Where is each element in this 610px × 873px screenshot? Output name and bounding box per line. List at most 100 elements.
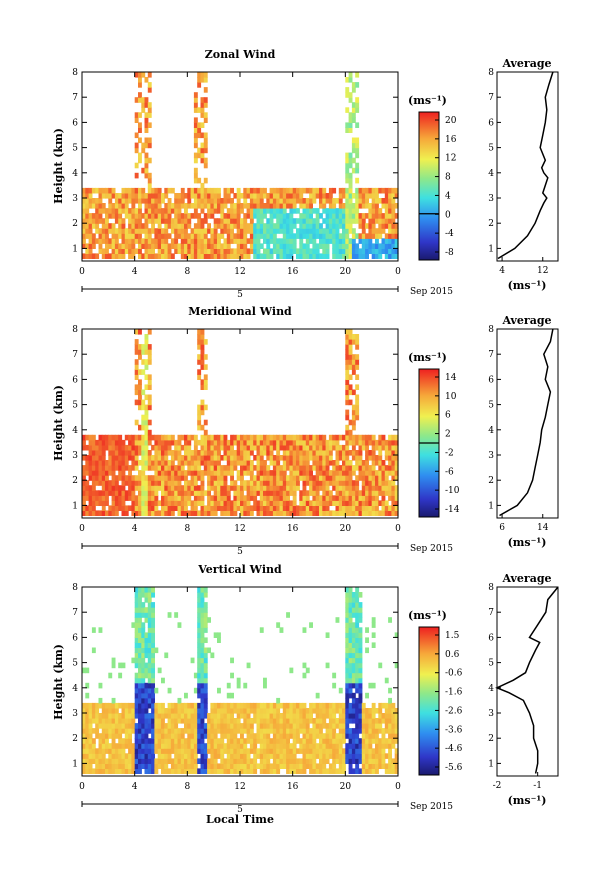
heatmap-cell [210, 253, 215, 259]
heatmap-cell [134, 692, 139, 699]
heatmap-cell [91, 253, 96, 259]
heatmap-cell [138, 193, 142, 199]
heatmap-cell [371, 465, 376, 471]
heatmap-cell [240, 753, 244, 759]
heatmap-cell [256, 465, 261, 471]
heatmap-cell [174, 713, 179, 719]
heatmap-cell [226, 198, 231, 204]
heatmap-cell [338, 248, 343, 254]
heatmap-cell [253, 213, 258, 219]
heatmap-cell [276, 223, 281, 229]
heatmap-cell [223, 248, 228, 254]
heatmap-cell [138, 223, 142, 229]
heatmap-cell [266, 198, 271, 204]
heatmap-cell [144, 738, 149, 744]
heatmap-cell [167, 490, 172, 496]
heatmap-cell [164, 475, 169, 481]
heatmap-cell [210, 213, 215, 219]
heatmap-cell [256, 702, 261, 709]
heatmap-cell [378, 708, 383, 714]
heatmap-cell [217, 193, 221, 199]
heatmap-cell [348, 743, 353, 749]
heatmap-cell [391, 490, 396, 496]
heatmap-cell [312, 702, 317, 709]
heatmap-cell [335, 465, 340, 471]
heatmap-cell [157, 475, 162, 481]
heatmap-cell [197, 728, 202, 734]
heatmap-cell [279, 627, 284, 633]
heatmap-cell [82, 187, 86, 194]
heatmap-cell [174, 708, 179, 714]
heatmap-cell [249, 198, 254, 204]
heatmap-cell [269, 723, 274, 729]
heatmap-cell [157, 758, 162, 764]
heatmap-cell [111, 657, 116, 664]
heatmap-cell [309, 198, 313, 204]
heatmap-cell [138, 389, 142, 396]
heatmap-cell [141, 198, 146, 204]
heatmap-cell [164, 505, 169, 511]
heatmap-cell [315, 475, 320, 481]
heatmap-cell [88, 748, 93, 754]
heatmap-cell [384, 187, 389, 194]
heatmap-cell [338, 718, 343, 724]
heatmap-cell [328, 743, 333, 749]
heatmap-cell [325, 702, 330, 709]
heatmap-cell [220, 198, 225, 204]
heatmap-cell [151, 480, 155, 486]
heatmap-cell [200, 238, 205, 244]
heatmap-cell [203, 470, 208, 476]
heatmap-cell [253, 455, 258, 461]
heatmap-cell [154, 233, 159, 239]
heatmap-cell [170, 460, 175, 466]
heatmap-cell [217, 475, 221, 481]
average-xlabel: (ms⁻¹) [508, 279, 547, 292]
heatmap-cell [118, 490, 123, 496]
x-tick-label: 20 [340, 782, 352, 792]
heatmap-cell [147, 510, 152, 516]
heatmap-cell [154, 723, 159, 729]
heatmap-cell [131, 460, 136, 466]
heatmap-cell [332, 500, 337, 506]
heatmap-cell [197, 203, 202, 209]
heatmap-cell [332, 763, 337, 769]
heatmap-cell [375, 198, 379, 204]
heatmap-cell [325, 198, 330, 204]
heatmap-cell [82, 238, 86, 244]
heatmap-cell [253, 228, 258, 234]
heatmap-cell [226, 768, 231, 774]
heatmap-cell [233, 505, 238, 511]
heatmap-cell [289, 723, 294, 729]
heatmap-cell [272, 193, 277, 199]
heatmap-cell [253, 495, 258, 501]
heatmap-cell [147, 662, 152, 669]
heatmap-cell [302, 768, 307, 774]
heatmap-cell [368, 718, 373, 724]
heatmap-cell [305, 728, 310, 734]
heatmap-cell [388, 733, 392, 739]
heatmap-cell [170, 208, 175, 214]
heatmap-cell [210, 758, 215, 764]
heatmap-cell [335, 218, 340, 224]
heatmap-cell [312, 505, 317, 511]
heatmap-cell [144, 743, 149, 749]
heatmap-cell [105, 500, 109, 506]
heatmap-cell [85, 505, 90, 511]
heatmap-cell [279, 253, 284, 259]
heatmap-cell [351, 627, 356, 633]
heatmap-cell [240, 485, 244, 491]
heatmap-cell [180, 713, 185, 719]
heatmap-cell [98, 748, 103, 754]
heatmap-cell [338, 223, 343, 229]
heatmap-cell [138, 112, 142, 118]
heatmap-cell [345, 465, 350, 471]
y-tick-label: 3 [72, 194, 78, 204]
heatmap-cell [368, 738, 373, 744]
heatmap-cell [147, 697, 152, 704]
heatmap-cell [203, 147, 208, 154]
heatmap-cell [351, 500, 356, 506]
heatmap-cell [226, 187, 231, 194]
heatmap-cell [286, 723, 290, 729]
heatmap-cell [243, 213, 248, 219]
heatmap-cell [289, 713, 294, 719]
